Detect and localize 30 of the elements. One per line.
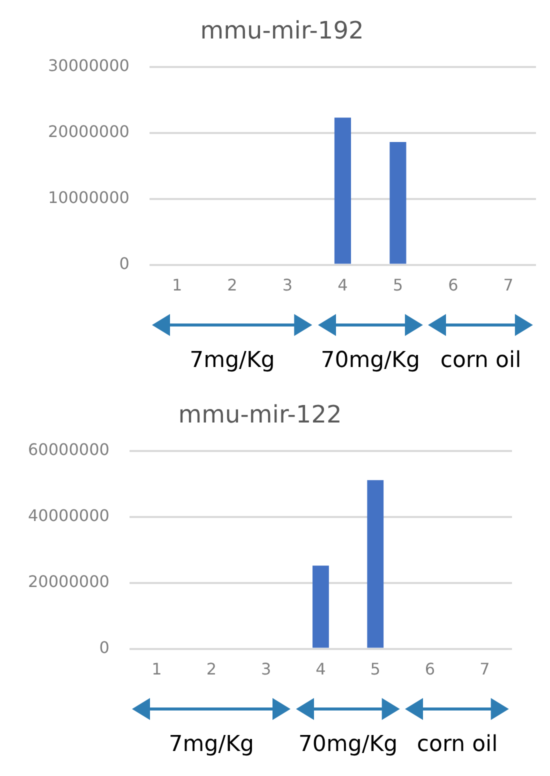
- y-tick-label: 60000000: [28, 440, 110, 459]
- chart-title: mmu-mir-122: [178, 400, 342, 429]
- y-tick-label: 30000000: [48, 56, 130, 75]
- text: 70mg/Kg: [320, 348, 420, 373]
- x-tick-label: 4: [338, 276, 348, 295]
- x-tick-label: 1: [152, 660, 162, 679]
- x-tick-label: 6: [448, 276, 458, 295]
- chart-title: mmu-mir-192: [200, 16, 364, 45]
- text: corn oil: [440, 348, 522, 373]
- x-tick-label: 1: [172, 276, 182, 295]
- x-tick-label: 3: [282, 276, 293, 295]
- text: 7mg/Kg: [190, 348, 275, 373]
- x-tick-label: 7: [503, 276, 514, 295]
- x-tick-label: 4: [316, 660, 326, 679]
- text: corn oil: [416, 732, 498, 757]
- y-tick-label: 20000000: [28, 572, 110, 591]
- y-tick-label: 0: [119, 254, 130, 273]
- x-tick-label: 5: [392, 276, 404, 295]
- x-tick-label: 2: [227, 276, 238, 295]
- x-tick-label: 3: [260, 660, 272, 679]
- y-tick-label: 20000000: [48, 122, 130, 141]
- text: 70mg/Kg: [298, 732, 398, 757]
- y-tick-label: 10000000: [48, 188, 130, 207]
- x-tick-label: 6: [424, 660, 436, 679]
- x-tick-label: 5: [370, 660, 380, 679]
- x-tick-label: 7: [480, 660, 490, 679]
- y-tick-label: 0: [99, 638, 110, 657]
- x-tick-label: 2: [206, 660, 217, 679]
- y-tick-label: 40000000: [28, 506, 110, 525]
- text: 7mg/Kg: [168, 732, 254, 757]
